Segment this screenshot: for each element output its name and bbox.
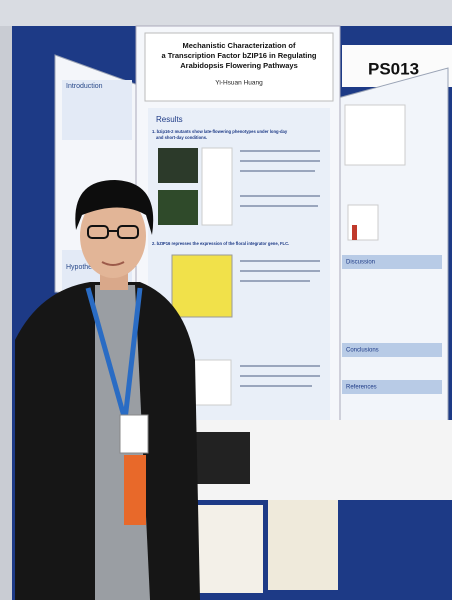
plant-photo	[158, 190, 198, 225]
figure	[347, 204, 379, 241]
poster-title: Mechanistic Characterization of	[183, 41, 296, 50]
result-point: 1. bzip16-2 mutants show late-flowering …	[152, 129, 288, 134]
wall	[0, 0, 452, 26]
certificate	[268, 500, 338, 590]
glasses	[87, 225, 139, 239]
paper	[195, 505, 263, 593]
pole	[0, 26, 12, 600]
result-point: 2. bZIP16 represses the expression of th…	[152, 241, 289, 246]
result-point: and short-day conditions.	[156, 135, 207, 140]
heatmap	[171, 254, 233, 318]
section-bar	[342, 255, 442, 269]
figure-bar	[352, 225, 357, 240]
section-heading: Hypothesis	[66, 264, 101, 271]
section-heading: References	[346, 385, 377, 391]
section-heading: Discussion	[346, 260, 375, 266]
poster-title: Arabidopsis Flowering Pathways	[180, 61, 298, 70]
section-bar	[342, 343, 442, 357]
panel-block	[62, 80, 132, 140]
board-number: PS013	[368, 59, 419, 78]
hair	[75, 180, 154, 235]
section-heading: Conclusions	[346, 348, 379, 354]
section-heading: Results	[156, 115, 183, 124]
figure	[201, 147, 233, 226]
ribbon	[124, 455, 146, 525]
section-bar	[342, 380, 442, 394]
poster-title: a Transcription Factor bZIP16 in Regulat…	[161, 51, 316, 60]
section-heading: Introduction	[66, 83, 103, 90]
mouth	[101, 261, 125, 266]
badge	[119, 414, 149, 454]
face	[80, 194, 146, 278]
figure	[344, 104, 406, 166]
plant-photo	[158, 148, 198, 183]
author: Yi-Hsuan Huang	[215, 80, 263, 87]
title-box	[144, 32, 334, 102]
text-lines	[240, 150, 320, 387]
